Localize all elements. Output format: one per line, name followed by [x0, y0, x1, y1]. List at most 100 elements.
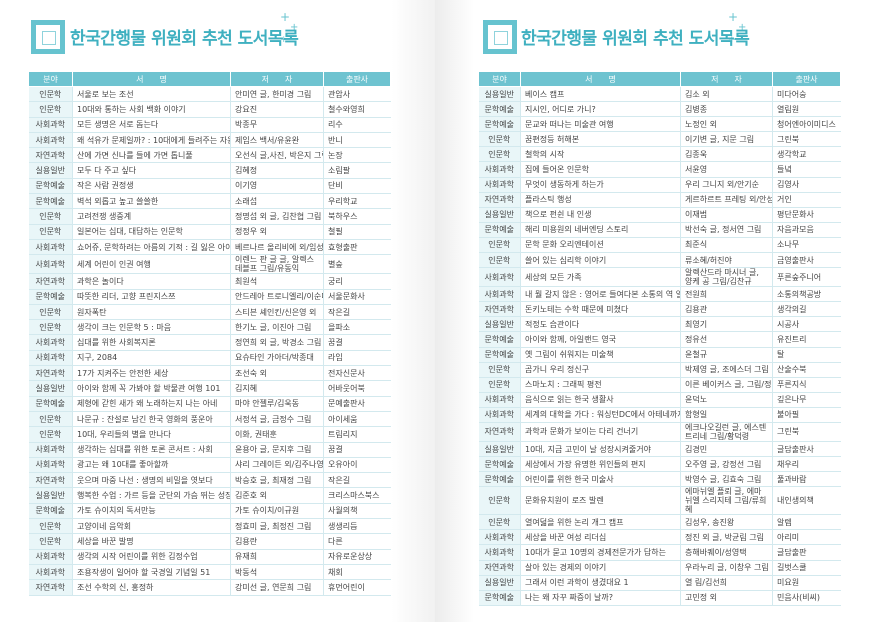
row-author: 박영수 글, 김효숙 그림 — [680, 471, 773, 488]
row-author: 유재희 — [230, 549, 324, 565]
table-row: 문학예술 아이와 함께, 아일랜드 영국 정유선 유진트리 — [478, 331, 841, 348]
row-author: 오주영 글, 강정선 그림 — [680, 456, 773, 473]
table-body: 인문학 서울로 보는 조선 안미연 글, 한미경 그림 관암사 인문학 10대와 통하는 … — [28, 86, 391, 596]
row-title: 나문규 : 잔설로 남긴 한국 영화의 풍운아 — [72, 411, 231, 428]
row-title: 제형에 갇힌 새가 왜 노래하는지 나는 아네 — [72, 396, 231, 412]
table-row: 자연과학 17가 지켜주는 안전한 세상 조선숙 외 전자신문사 — [28, 365, 391, 382]
row-category: 자연과학 — [28, 472, 73, 489]
row-title: 무엇이 생동하게 하는가 — [520, 177, 681, 193]
table-row: 문학예술 해리 미용원의 네버엔딩 스토리 박선숙 글, 정서연 그림 자음과모음 — [478, 222, 841, 238]
table-body: 실용일반 베이스 캠프 김소 외 미다어숭 문학예술 지시인, 어디로 가니? 김병종 열림원… — [478, 86, 841, 606]
left-page: + + + 한국간행물 위원회 추천 도서목록 분야 서 명 저 자 출판사 인… — [0, 0, 435, 622]
row-publisher: 알렙 — [772, 514, 841, 531]
table-row: 인문학 곰가니 우리 정신구 박제영 글, 조에스더 그림 산술수북 — [478, 362, 841, 378]
row-category: 자연과학 — [28, 273, 73, 290]
row-publisher: 글담출판 — [772, 544, 841, 561]
row-publisher: 산술수북 — [772, 362, 841, 378]
row-title: 세계 어린이 인권 여행 — [72, 254, 231, 275]
row-publisher: 푸른숲주니어 — [772, 267, 841, 288]
row-category: 실용일반 — [478, 207, 521, 223]
row-category: 문학예술 — [478, 456, 521, 473]
page-title: 한국간행물 위원회 추천 도서목록 — [521, 29, 750, 49]
row-title: 십대를 위한 사회복지론 — [72, 334, 231, 351]
table-row: 인문학 열여덟을 위한 논리 개그 캠프 김성우, 송진왕 알렙 — [478, 514, 841, 531]
row-category: 인문학 — [478, 362, 521, 378]
row-category: 사회과학 — [28, 350, 73, 367]
table-row: 인문학 10대와 통하는 사회 백화 이야기 강요진 철수와영희 — [28, 101, 391, 118]
row-title: 원자폭탄 — [72, 304, 231, 321]
row-author: 박종무 — [230, 117, 324, 133]
row-publisher: 철필 — [323, 224, 391, 240]
row-publisher: 라임 — [323, 350, 391, 367]
row-publisher: 자유로운상상 — [323, 549, 391, 565]
row-publisher: 탈 — [772, 347, 841, 363]
book-table: 분야 서 명 저 자 출판사 실용일반 베이스 캠프 김소 외 미다어숭 문학예술 지시인… — [478, 71, 841, 606]
table-row: 사회과학 십대를 위한 사회복지론 정연희 외 글, 박경소 그림 꿈결 — [28, 334, 391, 351]
table-row: 실용일반 아이와 함께 꼭 가봐야 할 박물관 여행 101 김지혜 어바웃어북 — [28, 380, 391, 397]
row-author: 함형일 — [680, 407, 773, 423]
row-publisher: 민음사(비씨) — [772, 590, 841, 606]
row-category: 사회과학 — [478, 529, 521, 546]
row-author: 윤덕노 — [680, 392, 773, 408]
row-publisher: 채우리 — [772, 456, 841, 473]
row-category: 문학예술 — [478, 101, 521, 118]
row-publisher: 별숲 — [323, 254, 391, 275]
table-row: 문학예술 제형에 갇힌 새가 왜 노래하는지 나는 아네 마야 안젤루/김욱동 문예출… — [28, 396, 391, 412]
row-category: 사회과학 — [478, 392, 521, 408]
row-title: 고양이네 음악회 — [72, 518, 231, 535]
row-author: 한기노 글, 이진아 그림 — [230, 319, 324, 336]
row-publisher: 풀과바람 — [772, 471, 841, 488]
row-author: 윤용아 글, 문지후 그림 — [230, 442, 324, 458]
row-category: 인문학 — [478, 237, 521, 254]
header-category: 분야 — [28, 71, 73, 87]
row-title: 10대와 통하는 사회 백화 이야기 — [72, 101, 231, 118]
row-category: 문학예술 — [28, 193, 73, 210]
row-title: 살아 있는 경제의 이야기 — [520, 560, 681, 576]
row-title: 서울로 보는 조선 — [72, 86, 231, 103]
table-row: 인문학 쓸어 있는 심리학 이야기 류소혜/허진야 금영출판사 — [478, 252, 841, 269]
row-category: 인문학 — [28, 426, 73, 443]
row-title: 웃으며 마중 나선 : 생명의 비밀을 엿보다 — [72, 472, 231, 489]
row-author: 이렌느 판 글 글, 알렉스 데블프 그림/유동익 — [230, 254, 324, 275]
row-publisher: 단비 — [323, 178, 391, 195]
row-publisher: 사월의책 — [323, 503, 391, 520]
row-category: 사회과학 — [28, 564, 73, 581]
row-title: 과학과 문화가 보이는 다리 건너기 — [520, 422, 681, 442]
row-author: 스티븐 셰인킨/신은영 외 — [230, 304, 324, 321]
row-title: 문교와 떠나는 미술관 여행 — [520, 116, 681, 133]
table-row: 자연과학 플라스틱 행성 게르하르트 프레팅 외/안성철 거인 — [478, 192, 841, 208]
row-title: 10대가 묻고 10명의 경제전문가가 답하는 — [520, 544, 681, 561]
row-category: 인문학 — [478, 252, 521, 269]
table-row: 인문학 철학의 시작 김종욱 생각학교 — [478, 146, 841, 163]
table-row: 실용일반 적정도 습관이다 최영기 시공사 — [478, 316, 841, 333]
row-category: 사회과학 — [28, 239, 73, 256]
row-title: 아이와 함께, 아일랜드 영국 — [520, 331, 681, 348]
row-title: 철학의 시작 — [520, 146, 681, 163]
plus-icon: + — [290, 22, 299, 33]
row-title: 문화유치원이 로즈 발렌 — [520, 486, 681, 516]
table-row: 사회과학 내 뭘 갈지 않은 : 영어로 들여다본 소통의 역 얼굴 전원희 소통의책… — [478, 286, 841, 303]
row-category: 인문학 — [28, 86, 73, 103]
row-author: 소래섭 — [230, 193, 324, 210]
table-row: 문학예술 지시인, 어디로 가니? 김병종 열림원 — [478, 101, 841, 118]
row-title: 문학 문화 오리엔테이션 — [520, 237, 681, 254]
table-row: 문학예술 작은 사람 권정생 이기영 단비 — [28, 178, 391, 195]
row-category: 실용일반 — [478, 575, 521, 591]
row-category: 사회과학 — [28, 457, 73, 474]
row-title: 세상의 모든 가족 — [520, 267, 681, 288]
row-author: 김지혜 — [230, 380, 324, 397]
table-row: 자연과학 과학은 놀이다 최원석 궁리 — [28, 273, 391, 290]
row-category: 사회과학 — [28, 117, 73, 133]
table-row: 사회과학 조용작생이 일어야 할 국경일 기념일 51 박동석 채회 — [28, 564, 391, 581]
table-row: 실용일반 10대, 지금 고민이 날 성장시켜줄거야 김경민 글담출판사 — [478, 441, 841, 458]
row-category: 자연과학 — [28, 579, 73, 596]
row-author: 이기영 — [230, 178, 324, 195]
table-row: 인문학 문학 문화 오리엔테이션 최준식 소나무 — [478, 237, 841, 254]
row-title: 10대, 우리들의 별을 만나다 — [72, 426, 231, 443]
table-row: 문학예술 나는 왜 자꾸 짜증이 날까? 고민정 외 민음사(비씨) — [478, 590, 841, 606]
page-title: 한국간행물 위원회 추천 도서목록 — [70, 29, 299, 49]
row-publisher: 반니 — [323, 132, 391, 149]
row-publisher: 아이세움 — [323, 411, 391, 428]
table-row: 사회과학 모든 생명은 서로 돕는다 박종무 리수 — [28, 117, 391, 133]
row-author: 김종욱 — [680, 146, 773, 163]
